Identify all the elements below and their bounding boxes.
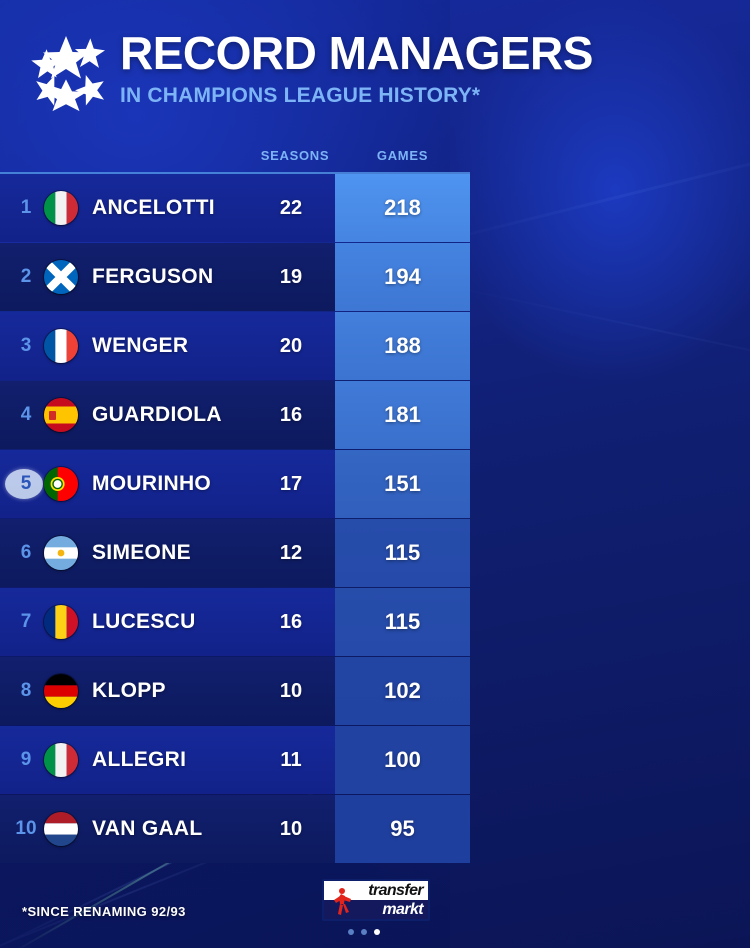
table-row[interactable]: 5 MOURINHO 17 151 bbox=[0, 450, 470, 518]
country-flag-icon bbox=[44, 398, 78, 432]
page-subtitle: IN CHAMPIONS LEAGUE HISTORY* bbox=[120, 84, 481, 107]
transfermarkt-logo[interactable]: transfer markt bbox=[322, 879, 430, 921]
seasons-value: 16 bbox=[279, 403, 303, 426]
country-flag-icon bbox=[44, 467, 78, 501]
table-row[interactable]: 2 FERGUSON 19 194 bbox=[0, 243, 470, 311]
manager-name: ALLEGRI bbox=[92, 748, 187, 771]
country-flag-icon bbox=[44, 674, 78, 708]
seasons-value: 16 bbox=[279, 610, 303, 633]
manager-name: WENGER bbox=[92, 334, 189, 357]
column-headers: SEASONS GAMES bbox=[0, 148, 470, 172]
rank-number: 5 bbox=[0, 469, 44, 499]
pagination-dot[interactable] bbox=[361, 929, 367, 935]
title-block: RECORD MANAGERS IN CHAMPIONS LEAGUE HIST… bbox=[120, 30, 593, 106]
manager-name: KLOPP bbox=[92, 679, 166, 702]
seasons-value: 12 bbox=[279, 541, 303, 564]
cursor-highlight-ring bbox=[5, 469, 43, 499]
pagination-dot[interactable] bbox=[348, 929, 354, 935]
games-value: 218 bbox=[335, 174, 470, 242]
column-header-seasons: SEASONS bbox=[260, 148, 330, 163]
column-header-games: GAMES bbox=[376, 148, 429, 163]
footnote: *SINCE RENAMING 92/93 bbox=[22, 904, 186, 919]
games-value: 194 bbox=[335, 243, 470, 311]
country-flag-icon bbox=[44, 743, 78, 777]
seasons-value: 20 bbox=[279, 334, 303, 357]
country-flag-icon bbox=[44, 812, 78, 846]
games-value: 102 bbox=[335, 657, 470, 725]
page-header: RECORD MANAGERS IN CHAMPIONS LEAGUE HIST… bbox=[0, 0, 750, 140]
country-flag-icon bbox=[44, 329, 78, 363]
games-value: 181 bbox=[335, 381, 470, 449]
rank-number: 1 bbox=[20, 197, 32, 218]
table-row[interactable]: 10 VAN GAAL 10 95 bbox=[0, 795, 470, 863]
pagination-dot[interactable] bbox=[374, 929, 380, 935]
rank-number: 10 bbox=[15, 818, 37, 839]
manager-name: FERGUSON bbox=[92, 265, 214, 288]
manager-name: GUARDIOLA bbox=[92, 403, 222, 426]
pagination-dots[interactable] bbox=[348, 929, 380, 935]
table-row[interactable]: 9 ALLEGRI 11 100 bbox=[0, 726, 470, 794]
games-value: 115 bbox=[335, 519, 470, 587]
games-value: 188 bbox=[335, 312, 470, 380]
manager-name: LUCESCU bbox=[92, 610, 196, 633]
portrait-backdrop bbox=[450, 0, 750, 948]
uefa-champions-league-starball-icon bbox=[31, 36, 106, 112]
games-value: 95 bbox=[335, 795, 470, 863]
managers-table: 1 ANCELOTTI 22 218 2 FERGUSON 19 194 3 W… bbox=[0, 172, 470, 863]
table-row[interactable]: 3 WENGER 20 188 bbox=[0, 312, 470, 380]
country-flag-icon bbox=[44, 605, 78, 639]
rank-number: 4 bbox=[20, 404, 32, 425]
seasons-value: 19 bbox=[279, 265, 303, 288]
transfermarkt-logo-top: transfer bbox=[324, 881, 428, 900]
manager-portrait bbox=[450, 0, 750, 948]
table-top-divider bbox=[0, 172, 470, 174]
table-row[interactable]: 7 LUCESCU 16 115 bbox=[0, 588, 470, 656]
games-value: 100 bbox=[335, 726, 470, 794]
seasons-value: 10 bbox=[279, 679, 303, 702]
table-row[interactable]: 8 KLOPP 10 102 bbox=[0, 657, 470, 725]
games-value: 115 bbox=[335, 588, 470, 656]
games-value: 151 bbox=[335, 450, 470, 518]
rank-number: 2 bbox=[20, 266, 32, 287]
table-row[interactable]: 4 GUARDIOLA 16 181 bbox=[0, 381, 470, 449]
seasons-value: 11 bbox=[280, 748, 302, 771]
manager-name: SIMEONE bbox=[92, 541, 191, 564]
table-row[interactable]: 1 ANCELOTTI 22 218 bbox=[0, 174, 470, 242]
country-flag-icon bbox=[44, 191, 78, 225]
rank-number: 8 bbox=[20, 680, 32, 701]
running-figure-icon bbox=[334, 888, 351, 915]
seasons-value: 17 bbox=[279, 472, 303, 495]
seasons-value: 22 bbox=[279, 196, 303, 219]
rank-number: 9 bbox=[20, 749, 32, 770]
manager-name: MOURINHO bbox=[92, 472, 212, 495]
country-flag-icon bbox=[44, 536, 78, 570]
seasons-value: 10 bbox=[279, 817, 303, 840]
rank-number: 7 bbox=[20, 611, 32, 632]
rank-number: 3 bbox=[20, 335, 32, 356]
manager-name: ANCELOTTI bbox=[92, 196, 215, 219]
country-flag-icon bbox=[44, 260, 78, 294]
manager-name: VAN GAAL bbox=[92, 817, 203, 840]
page-title: RECORD MANAGERS bbox=[120, 27, 593, 79]
table-row[interactable]: 6 SIMEONE 12 115 bbox=[0, 519, 470, 587]
rank-number: 6 bbox=[20, 542, 32, 563]
transfermarkt-logo-bottom: markt bbox=[324, 900, 428, 919]
